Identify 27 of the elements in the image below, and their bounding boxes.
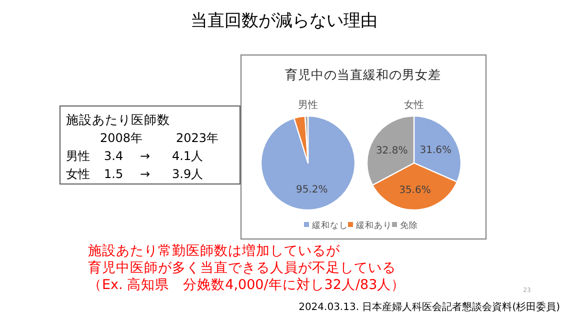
chart-subtitle: 育児中の当直緩和の男女差: [285, 67, 441, 82]
text: 3.9人: [172, 167, 204, 181]
text: 男性: [66, 149, 90, 163]
text: →: [140, 167, 150, 181]
text: 施設あたり常勤医師数は増加しているが: [88, 242, 341, 259]
text: 女性: [66, 167, 90, 181]
chart-title: 男性: [298, 99, 318, 111]
data-label: 95.2%: [296, 184, 328, 196]
data-label: 32.8%: [376, 146, 408, 157]
text: 当直回数が減らない理由: [190, 11, 378, 31]
legend-label: 免除: [400, 220, 418, 231]
text: 3.4: [104, 149, 124, 163]
text: （Ex. 高知県 分娩数4,000/年に対し32人/83人）: [88, 277, 406, 293]
text: →: [140, 149, 150, 163]
text: 2008年: [100, 131, 143, 145]
text: 1.5: [104, 167, 124, 181]
text: 施設あたり医師数: [66, 112, 170, 127]
data-label: 31.6%: [420, 144, 452, 156]
legend-label: 緩和なし: [311, 220, 348, 231]
text: 2024.03.13. 日本産婦人科医会記者懇談会資料(杉田委員): [298, 301, 560, 313]
text: 4.1人: [172, 149, 204, 163]
text: 2023年: [176, 131, 219, 145]
data-label: 35.6%: [399, 184, 431, 196]
text: 育児中医師が多く当直できる人員が不足している: [88, 259, 396, 276]
chart-title: 女性: [404, 99, 424, 111]
legend-label: 緩和あり: [355, 220, 392, 231]
pie-slice: [260, 115, 356, 211]
